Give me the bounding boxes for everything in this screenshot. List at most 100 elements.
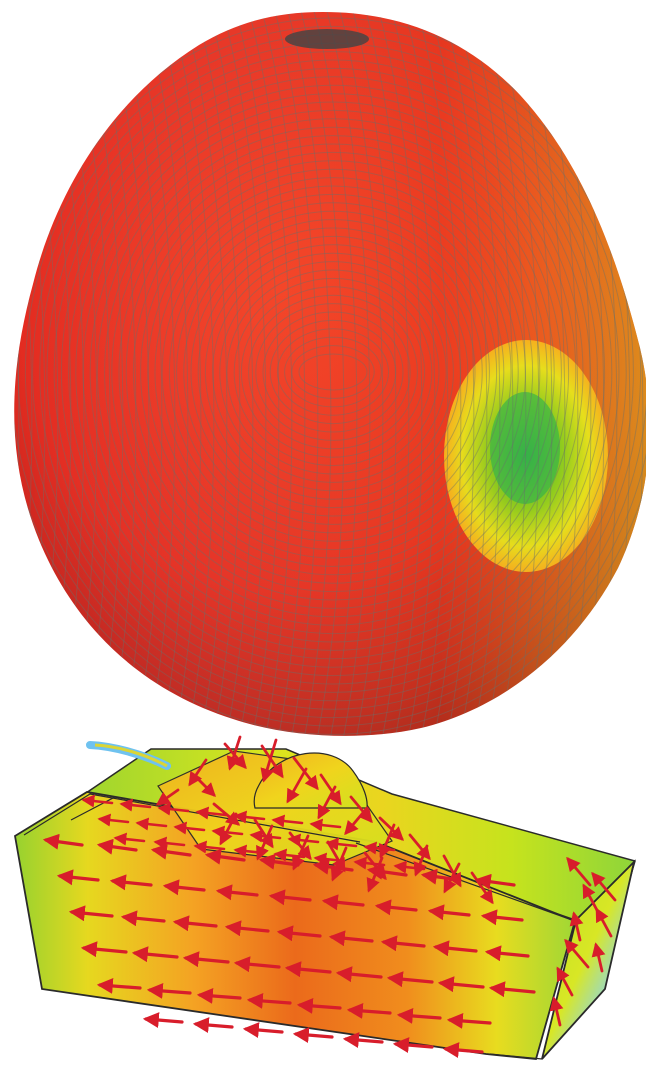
field-arrow [215,884,259,901]
field-arrow [96,838,138,855]
field-arrow [317,785,337,820]
mesh-latitude-line [46,59,620,685]
field-arrow [328,930,374,947]
mesh-latitude-line [168,202,498,542]
mesh-latitude-line [262,311,404,433]
field-arrow [378,823,396,859]
field-arrow [142,1012,184,1029]
mesh-latitude-line [14,12,646,735]
mesh-latitude-line [125,151,541,593]
mesh-latitude-line [176,210,490,534]
field-arrow [549,996,564,1027]
mesh-longitude-line [453,12,501,736]
mesh-latitude-line [75,93,591,651]
mesh-latitude-line [269,319,397,425]
mesh-latitude-line [197,235,469,509]
vehicle-model [14,735,636,1060]
mesh-latitude-line [53,67,613,677]
mesh-longitude-line [310,12,358,736]
field-arrow [582,883,600,914]
mesh-longitude-line [414,12,462,736]
mesh-longitude-line [141,12,189,736]
field-arrow [276,925,322,942]
field-arrow [392,1037,434,1054]
mesh-latitude-line [14,17,646,727]
radiation-pattern-top-vertex [285,29,369,49]
field-arrow [374,899,418,916]
field-arrow [268,889,312,906]
mesh-longitude-line [323,12,371,736]
mesh-latitude-line [204,244,462,500]
field-arrow [326,840,346,873]
field-arrow [96,977,142,994]
field-arrow [81,794,114,808]
field-arrow [408,833,431,861]
field-arrow [150,843,192,860]
mesh-latitude-line [240,286,426,458]
field-arrow [442,854,462,888]
field-arrow [182,951,230,968]
field-arrow [260,738,278,783]
mesh-latitude-line [276,328,390,416]
mesh-latitude-line [89,109,577,635]
mesh-longitude-line [180,12,228,736]
mesh-latitude-line [140,168,526,576]
field-arrow [366,856,384,893]
mesh-latitude-line [118,143,548,601]
field-arrow [97,813,130,827]
mesh-longitude-line [258,12,306,736]
mesh-longitude-line [349,12,397,736]
mesh-longitude-line [167,12,215,736]
field-arrow [321,894,365,911]
mesh-latitude-line [219,261,447,483]
field-arrow [349,795,373,824]
field-arrow [474,873,516,890]
mesh-latitude-line [183,219,483,525]
field-arrow [344,806,369,836]
field-arrow [386,971,434,988]
field-arrow [378,816,405,841]
field-arrow [292,1027,334,1044]
mesh-longitude-line [427,12,475,736]
field-arrow [437,976,485,993]
mesh-latitude-line [298,353,368,391]
field-arrow [162,879,206,896]
field-arrow [157,802,190,816]
field-arrow [292,834,310,871]
field-arrow [484,945,530,962]
field-arrow [219,812,238,846]
field-arrow [413,844,429,877]
mesh-latitude-line [68,84,598,660]
field-arrow [135,817,168,831]
mesh-longitude-line [219,12,267,736]
field-arrow [258,853,300,870]
field-arrow [564,938,590,969]
field-arrow [292,756,319,791]
mesh-longitude-line [232,12,280,736]
mesh-longitude-line [297,12,345,736]
field-arrow [188,758,208,787]
mesh-latitude-line [104,126,562,618]
field-arrow [242,1022,284,1039]
mesh-latitude-line [154,185,512,559]
mesh-latitude-line [255,303,411,441]
mesh-latitude-line [147,177,519,567]
mesh-longitude-line [401,12,449,736]
field-arrow [363,851,387,881]
field-arrow [284,961,332,978]
mesh-longitude-line [375,12,423,736]
field-arrow [591,871,617,902]
mesh-longitude-line [362,12,410,736]
field-arrow [566,856,592,887]
mesh-latitude-line [39,51,627,693]
mesh-latitude-line [248,294,418,450]
field-arrow [172,915,218,932]
field-arrow [443,862,461,894]
field-arrow [204,848,246,865]
field-arrow [591,942,606,973]
field-arrow [296,997,342,1014]
field-arrow [256,824,274,861]
field-arrow [42,833,84,850]
mesh-longitude-line [0,0,6,760]
